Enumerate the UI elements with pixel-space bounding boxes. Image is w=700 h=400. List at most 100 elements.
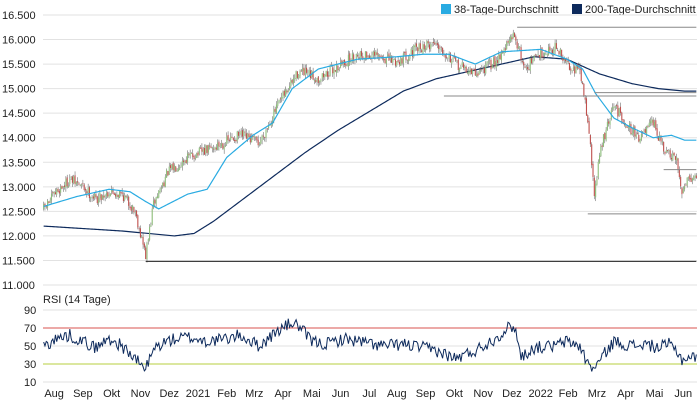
candle-body: [372, 51, 374, 56]
candle-body: [193, 155, 195, 160]
candle-body: [184, 160, 186, 164]
candle-body: [528, 69, 530, 70]
candle-body: [290, 80, 292, 87]
candle-body: [455, 55, 457, 61]
candle-body: [665, 150, 667, 153]
candle-body: [447, 58, 449, 59]
candle-body: [92, 196, 94, 199]
candle-body: [591, 144, 593, 166]
candle-body: [478, 71, 480, 75]
price-axis-ticks: 16.500 16.000 15.500 15.000 14.500 14.000 13.5…: [2, 10, 36, 292]
x-tick-label: 2022: [528, 388, 552, 400]
candle-body: [498, 54, 500, 63]
candle-body: [659, 135, 661, 141]
candle-body: [349, 53, 351, 63]
candle-body: [105, 192, 107, 196]
candle-body: [180, 165, 182, 167]
candle-body: [329, 66, 331, 76]
candle-body: [177, 168, 179, 172]
candle-body: [366, 51, 368, 58]
candle-body: [672, 153, 674, 161]
candle-body: [152, 200, 155, 208]
candle-body: [510, 36, 512, 42]
candle-body: [179, 167, 181, 170]
candle-body: [43, 204, 45, 209]
candle-body: [629, 123, 631, 128]
candle-body: [686, 177, 688, 186]
candle-body: [117, 194, 119, 197]
price-tick-label: 12.000: [2, 231, 36, 243]
candle-body: [158, 190, 160, 198]
candle-body: [111, 189, 113, 193]
candle-body: [286, 90, 288, 93]
candle-body: [626, 126, 628, 128]
candle-body: [112, 188, 114, 194]
candle-body: [295, 71, 297, 80]
candle-body: [234, 139, 236, 142]
candle-body: [445, 56, 448, 58]
candle-body: [300, 70, 302, 72]
candle-body: [130, 206, 132, 211]
candle-body: [453, 56, 455, 58]
candle-body: [261, 135, 263, 141]
candle-body: [147, 239, 149, 242]
rsi-line: [43, 318, 697, 372]
rsi-grid: [43, 309, 697, 383]
candle-body: [452, 57, 454, 61]
candle-body: [205, 145, 207, 154]
candle-body: [266, 128, 268, 130]
candle-body: [472, 70, 474, 74]
candle-body: [332, 67, 334, 74]
candle-body: [681, 187, 683, 195]
candle-body: [196, 153, 198, 158]
legend-swatch-ma38: [441, 4, 451, 14]
candle-body: [379, 55, 381, 57]
candle-body: [84, 189, 87, 191]
candle-body: [167, 171, 169, 176]
candle-body: [542, 56, 544, 58]
candle-body: [214, 147, 216, 150]
candle-body: [585, 98, 588, 116]
candle-body: [143, 243, 145, 248]
candle-body: [66, 177, 68, 187]
rsi-layer: [43, 318, 697, 372]
candle-body: [240, 130, 242, 134]
candle-body: [83, 184, 85, 191]
candle-body: [150, 224, 152, 227]
candle-body: [636, 133, 639, 135]
candle-body: [100, 194, 102, 201]
candle-body: [129, 206, 131, 209]
candle-body: [428, 44, 431, 50]
candle-body: [194, 158, 196, 160]
candle-body: [132, 205, 134, 210]
candle-body: [680, 176, 682, 187]
candle-body: [493, 57, 495, 65]
candle-body: [60, 186, 62, 193]
x-tick-label: Nov: [131, 388, 151, 400]
candle-body: [91, 197, 93, 199]
candle-body: [215, 147, 217, 150]
rsi-tick-label: 10: [24, 377, 36, 389]
x-tick-label: Feb: [217, 388, 236, 400]
candle-body: [541, 47, 543, 58]
candle-body: [415, 43, 417, 47]
candle-body: [173, 165, 176, 171]
price-tick-label: 16.000: [2, 35, 36, 47]
candle-body: [375, 51, 377, 56]
candle-body: [235, 139, 237, 142]
candle-body: [413, 45, 415, 57]
x-tick-label: 2021: [186, 388, 210, 400]
candle-body: [634, 126, 636, 137]
candle-body: [418, 43, 420, 52]
candle-body: [544, 52, 546, 56]
candle-body: [96, 196, 98, 204]
candle-body: [163, 182, 165, 187]
candle-body: [540, 48, 542, 58]
candle-body: [185, 159, 187, 164]
candle-body: [574, 66, 576, 74]
candle-body: [45, 206, 47, 208]
candle-body: [691, 178, 693, 181]
candle-body: [485, 63, 487, 74]
legend-label-ma38: 38-Tage-Durchschnitt: [454, 4, 559, 16]
candle-body: [334, 70, 336, 72]
